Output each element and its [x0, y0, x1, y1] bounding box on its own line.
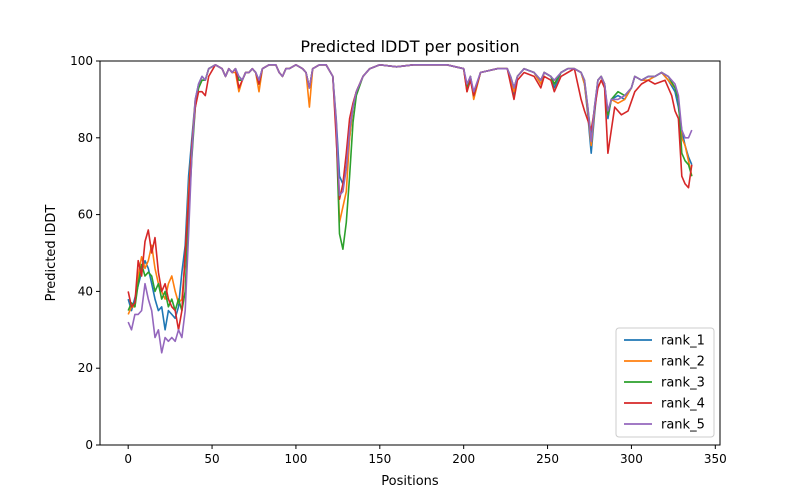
x-tick-label: 200	[452, 452, 475, 466]
x-tick-label: 0	[124, 452, 132, 466]
x-tick-label: 100	[284, 452, 307, 466]
x-tick-label: 250	[536, 452, 559, 466]
x-tick-label: 350	[704, 452, 727, 466]
legend: rank_1 rank_2 rank_3 rank_4 rank_5	[615, 327, 715, 438]
y-tick-label: 0	[85, 438, 93, 452]
axis-ticks: 0 50 100 150 200 250 300 350 0 20 40 60 80 100	[70, 54, 727, 466]
plot-frame	[99, 60, 721, 446]
legend-label: rank_1	[661, 334, 705, 349]
series-line-rank_5	[127, 64, 693, 354]
legend-label: rank_5	[661, 418, 705, 433]
legend-box	[615, 327, 715, 438]
y-tick-label: 100	[70, 54, 93, 68]
y-tick-label: 40	[78, 284, 93, 298]
legend-label: rank_2	[661, 355, 705, 370]
chart-title: Predicted lDDT per position	[300, 37, 519, 56]
x-tick-label: 150	[368, 452, 391, 466]
x-tick-label: 50	[204, 452, 219, 466]
legend-label: rank_4	[661, 397, 705, 412]
y-tick-label: 80	[78, 131, 93, 145]
y-tick-label: 60	[78, 208, 93, 222]
y-tick-label: 20	[78, 361, 93, 375]
series-lines	[127, 64, 693, 354]
x-tick-label: 300	[620, 452, 643, 466]
x-axis-label: Positions	[381, 474, 439, 489]
y-axis-label: Predicted lDDT	[44, 205, 59, 302]
legend-label: rank_3	[661, 376, 705, 391]
